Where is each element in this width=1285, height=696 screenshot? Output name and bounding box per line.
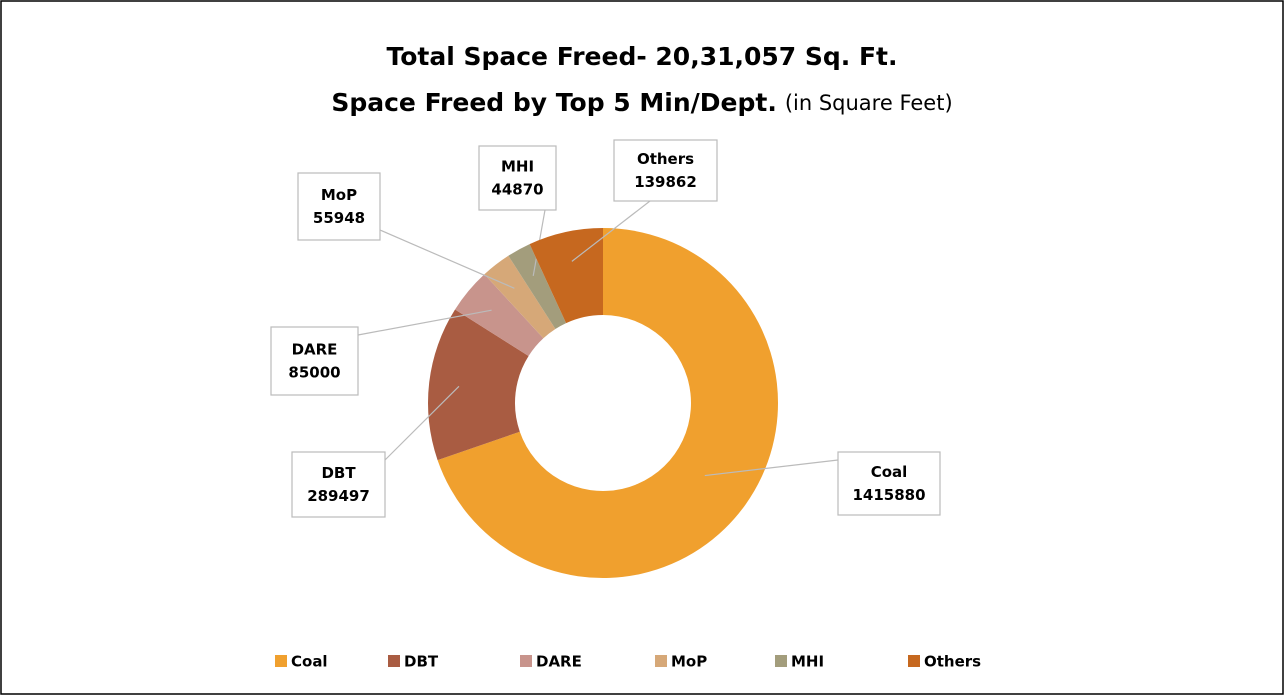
data-label-name: MoP — [321, 186, 357, 204]
data-label-value: 289497 — [307, 487, 370, 505]
legend-swatch — [275, 655, 287, 667]
data-label-name: MHI — [501, 158, 534, 176]
donut-slice — [455, 274, 544, 357]
legend-swatch — [908, 655, 920, 667]
donut-slice — [508, 244, 567, 329]
label-box — [837, 451, 941, 516]
leader-line — [357, 309, 492, 336]
legend-label: DBT — [404, 653, 439, 671]
chart-title: Total Space Freed- 20,31,057 Sq. Ft. — [386, 42, 897, 71]
data-label-value: 139862 — [634, 173, 697, 191]
leader-line — [384, 385, 460, 461]
donut-slice — [484, 255, 556, 339]
legend-swatch — [388, 655, 400, 667]
chart-subtitle-note: (in Square Feet) — [785, 91, 953, 115]
legend-swatch — [655, 655, 667, 667]
data-label-name: Coal — [871, 463, 908, 481]
leader-line — [379, 229, 515, 289]
leader-line — [704, 459, 839, 477]
legend-label: MHI — [791, 653, 824, 671]
data-label-value: 44870 — [491, 181, 543, 199]
chart-subtitle-line: Space Freed by Top 5 Min/Dept. (in Square… — [331, 88, 952, 117]
chart-subtitle: Space Freed by Top 5 Min/Dept. — [331, 88, 777, 117]
data-label-name: Others — [637, 150, 694, 168]
legend-swatch — [775, 655, 787, 667]
data-label-value: 55948 — [313, 209, 365, 227]
legend-label: Others — [924, 653, 981, 671]
legend-swatch — [520, 655, 532, 667]
label-box — [613, 139, 718, 202]
legend-label: Coal — [291, 653, 328, 671]
leader-line — [571, 200, 651, 262]
data-label-value: 85000 — [288, 364, 340, 382]
label-box — [297, 172, 381, 241]
data-label-name: DBT — [321, 464, 356, 482]
donut-slice — [437, 228, 779, 578]
label-box — [270, 326, 359, 396]
label-box — [291, 451, 386, 518]
label-box — [478, 145, 557, 211]
legend-label: MoP — [671, 653, 707, 671]
legend-label: DARE — [536, 653, 582, 671]
data-label-value: 1415880 — [852, 486, 925, 504]
donut-slice — [428, 309, 529, 461]
data-label-name: DARE — [292, 341, 338, 359]
